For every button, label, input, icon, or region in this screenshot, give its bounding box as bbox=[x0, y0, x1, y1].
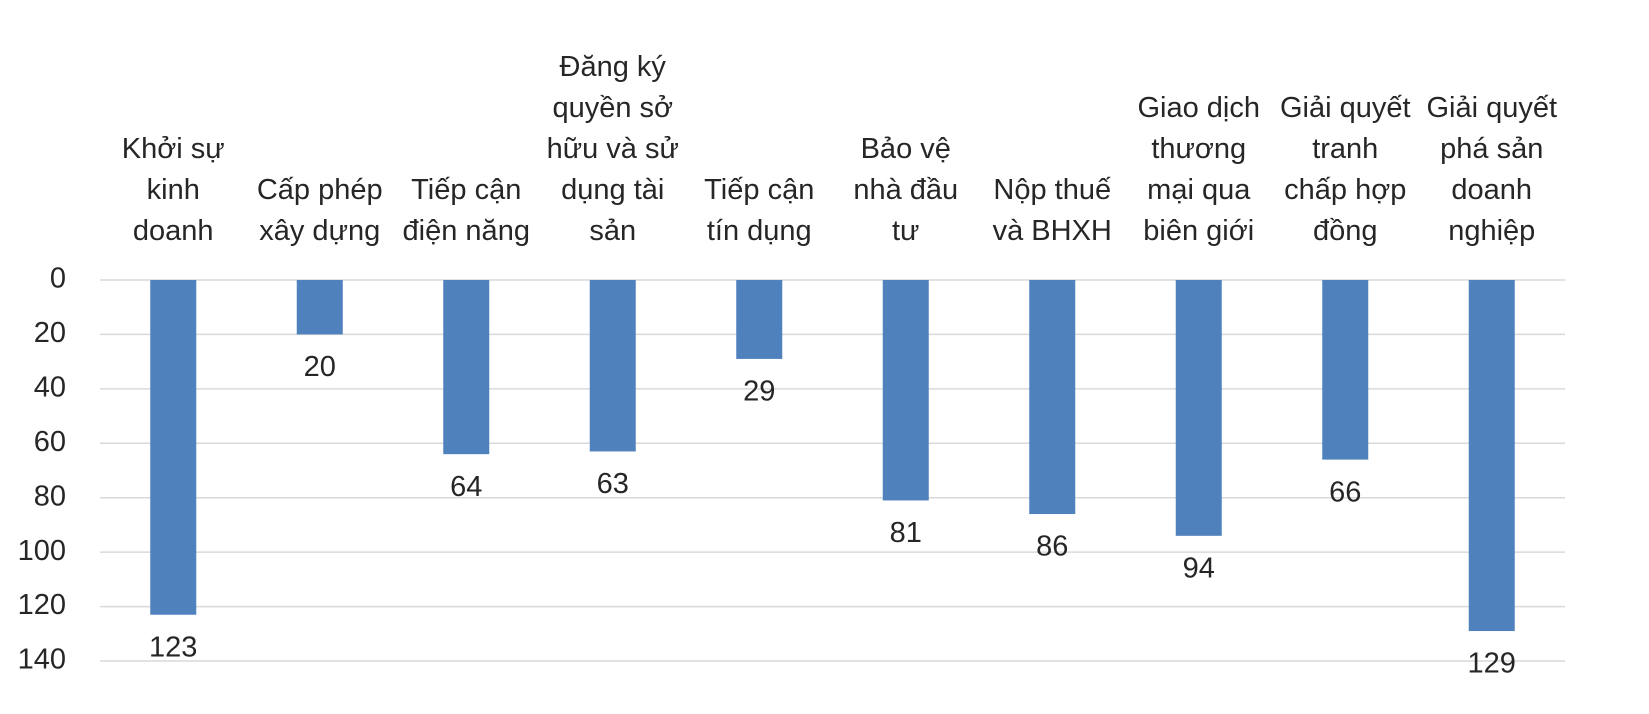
x-tick-label: Cấp phép xây dựng bbox=[257, 174, 383, 247]
data-label: 123 bbox=[149, 631, 197, 663]
bar bbox=[1029, 280, 1076, 515]
data-label: 66 bbox=[1329, 476, 1361, 508]
bar bbox=[296, 280, 343, 335]
data-label: 29 bbox=[743, 376, 775, 408]
bar bbox=[1322, 280, 1369, 460]
y-tick-label: 60 bbox=[34, 426, 66, 458]
x-tick-label: Nộp thuế và BHXH bbox=[993, 174, 1112, 247]
bar bbox=[443, 280, 490, 455]
data-label: 20 bbox=[304, 351, 336, 383]
y-tick-label: 20 bbox=[34, 317, 66, 349]
data-label: 94 bbox=[1183, 552, 1215, 584]
x-tick-label: Giải quyết phá sản doanh nghiệp bbox=[1426, 92, 1557, 247]
x-tick-label: Bảo vệ nhà đầu tư bbox=[853, 133, 958, 247]
data-label: 86 bbox=[1036, 531, 1068, 563]
x-tick-label: Giao dịch thương mại qua biên giới bbox=[1137, 92, 1260, 247]
y-tick-label: 120 bbox=[18, 589, 66, 621]
y-tick-label: 40 bbox=[34, 372, 66, 404]
bar bbox=[882, 280, 929, 501]
x-tick-label: Giải quyết tranh chấp hợp đồng bbox=[1280, 92, 1411, 247]
x-tick-label: Tiếp cận điện năng bbox=[403, 174, 530, 247]
bar bbox=[150, 280, 197, 615]
bar bbox=[736, 280, 783, 359]
data-label: 63 bbox=[597, 468, 629, 500]
y-tick-label: 140 bbox=[18, 644, 66, 676]
bar bbox=[1468, 280, 1515, 632]
x-tick-label: Khởi sự kinh doanh bbox=[122, 133, 225, 247]
y-tick-label: 80 bbox=[34, 480, 66, 512]
y-tick-label: 100 bbox=[18, 535, 66, 567]
x-tick-label: Đăng ký quyền sở hữu và sử dụng tài sản bbox=[547, 51, 679, 247]
bar bbox=[589, 280, 636, 452]
data-label: 81 bbox=[890, 517, 922, 549]
x-tick-label: Tiếp cận tín dụng bbox=[704, 174, 814, 247]
data-label: 64 bbox=[450, 471, 482, 503]
data-label: 129 bbox=[1468, 648, 1516, 680]
y-tick-label: 0 bbox=[50, 263, 66, 295]
bar bbox=[1175, 280, 1222, 536]
